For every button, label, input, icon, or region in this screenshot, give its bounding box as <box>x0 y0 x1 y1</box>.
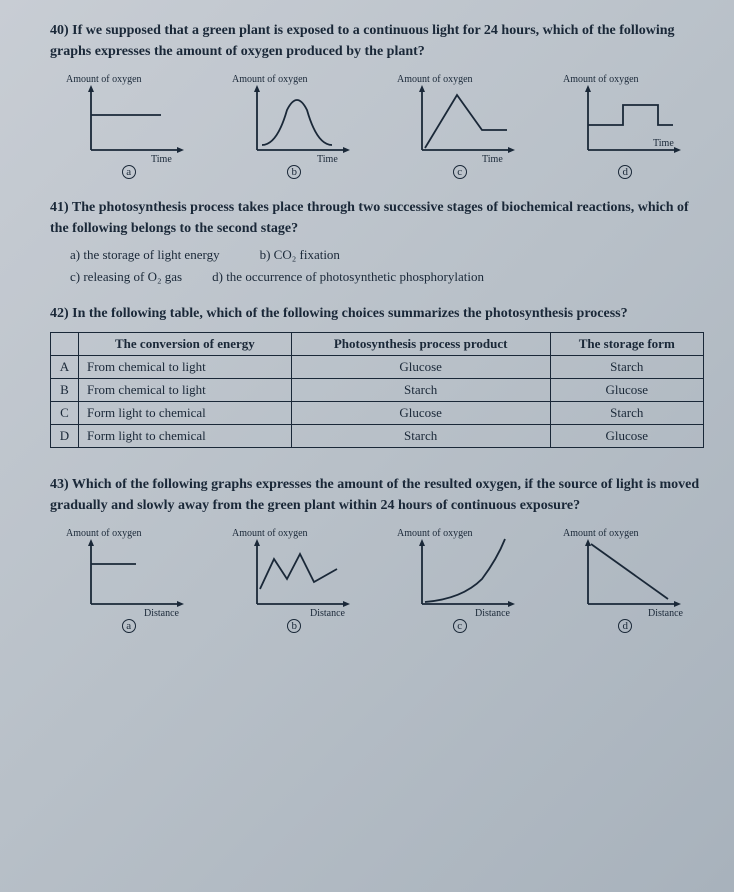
q40-graph-d: Amount of oxygen Time d <box>547 70 705 179</box>
q43-graph-c: Amount of oxygen Distance c <box>381 524 539 633</box>
cell: B <box>51 379 79 402</box>
ylabel: Amount of oxygen <box>397 74 473 85</box>
letter-a: a <box>122 165 136 179</box>
ylabel: Amount of oxygen <box>232 528 308 539</box>
cell: Starch <box>291 379 550 402</box>
curve-d <box>591 544 668 599</box>
cell: Starch <box>550 356 703 379</box>
q41-a: a) the storage of light energy <box>70 247 220 263</box>
q41-b: b) CO₂ fixation <box>260 247 340 263</box>
cell: A <box>51 356 79 379</box>
cell: Glucose <box>291 402 550 425</box>
q43-graph-d: Amount of oxygen Distance d <box>547 524 705 633</box>
graph-c-svg: Amount of oxygen Distance <box>387 524 532 619</box>
letter-c: c <box>453 619 467 633</box>
q43-graph-b: Amount of oxygen Distance b <box>216 524 374 633</box>
xlabel: Time <box>151 154 172 165</box>
curve-d <box>588 105 673 125</box>
ylabel: Amount of oxygen <box>397 528 473 539</box>
q41-row2: c) releasing of O₂ gas d) the occurrence… <box>70 269 704 285</box>
ylabel: Amount of oxygen <box>66 528 142 539</box>
table-row: B From chemical to light Starch Glucose <box>51 379 704 402</box>
letter-c: c <box>453 165 467 179</box>
cell: Glucose <box>291 356 550 379</box>
table-row: C Form light to chemical Glucose Starch <box>51 402 704 425</box>
question-41: 41) The photosynthesis process takes pla… <box>50 197 704 285</box>
graph-b-svg: Amount of oxygen Time <box>222 70 367 165</box>
cell: Glucose <box>550 379 703 402</box>
xlabel: Time <box>482 154 503 165</box>
ylabel: Amount of oxygen <box>563 74 639 85</box>
cell: Form light to chemical <box>79 425 292 448</box>
curve-b <box>262 100 332 145</box>
q43-graph-a: Amount of oxygen Distance a <box>50 524 208 633</box>
q40-graphs: Amount of oxygen Time a Amount of oxygen… <box>50 70 704 179</box>
q43-graphs: Amount of oxygen Distance a Amount of ox… <box>50 524 704 633</box>
graph-d-svg: Amount of oxygen Distance <box>553 524 698 619</box>
th-2: Photosynthesis process product <box>291 333 550 356</box>
xlabel: Distance <box>648 608 684 619</box>
letter-d: d <box>618 165 632 179</box>
ylabel: Amount of oxygen <box>563 528 639 539</box>
graph-a-svg: Amount of oxygen Distance <box>56 524 201 619</box>
question-40: 40) If we supposed that a green plant is… <box>50 20 704 179</box>
graph-a-svg: Amount of oxygen Time <box>56 70 201 165</box>
table-header-row: The conversion of energy Photosynthesis … <box>51 333 704 356</box>
q40-graph-c: Amount of oxygen Time c <box>381 70 539 179</box>
q40-graph-a: Amount of oxygen Time a <box>50 70 208 179</box>
cell: Form light to chemical <box>79 402 292 425</box>
xlabel: Time <box>317 154 338 165</box>
ylabel: Amount of oxygen <box>66 74 142 85</box>
th-0 <box>51 333 79 356</box>
curve-c <box>425 539 505 602</box>
graph-d-svg: Amount of oxygen Time <box>553 70 698 165</box>
cell: From chemical to light <box>79 379 292 402</box>
q43-text: 43) Which of the following graphs expres… <box>50 474 704 516</box>
q42-table: The conversion of energy Photosynthesis … <box>50 332 704 448</box>
q40-text: 40) If we supposed that a green plant is… <box>50 20 704 62</box>
cell: C <box>51 402 79 425</box>
letter-d: d <box>618 619 632 633</box>
th-3: The storage form <box>550 333 703 356</box>
xlabel: Distance <box>310 608 346 619</box>
letter-b: b <box>287 619 301 633</box>
question-43: 43) Which of the following graphs expres… <box>50 474 704 633</box>
cell: From chemical to light <box>79 356 292 379</box>
ylabel: Amount of oxygen <box>232 74 308 85</box>
q41-d: d) the occurrence of photosynthetic phos… <box>212 269 484 285</box>
xlabel: Distance <box>475 608 511 619</box>
q41-row1: a) the storage of light energy b) CO₂ fi… <box>70 247 704 263</box>
q40-graph-b: Amount of oxygen Time b <box>216 70 374 179</box>
q42-text: 42) In the following table, which of the… <box>50 303 704 324</box>
cell: D <box>51 425 79 448</box>
q41-c: c) releasing of O₂ gas <box>70 269 182 285</box>
curve-b <box>260 554 337 589</box>
graph-c-svg: Amount of oxygen Time <box>387 70 532 165</box>
cell: Starch <box>291 425 550 448</box>
curve-c <box>425 95 507 148</box>
table-row: A From chemical to light Glucose Starch <box>51 356 704 379</box>
xlabel: Time <box>653 138 674 149</box>
xlabel: Distance <box>144 608 180 619</box>
letter-a: a <box>122 619 136 633</box>
cell: Starch <box>550 402 703 425</box>
graph-b-svg: Amount of oxygen Distance <box>222 524 367 619</box>
question-42: 42) In the following table, which of the… <box>50 303 704 448</box>
table-row: D Form light to chemical Starch Glucose <box>51 425 704 448</box>
cell: Glucose <box>550 425 703 448</box>
q41-text: 41) The photosynthesis process takes pla… <box>50 197 704 239</box>
letter-b: b <box>287 165 301 179</box>
th-1: The conversion of energy <box>79 333 292 356</box>
